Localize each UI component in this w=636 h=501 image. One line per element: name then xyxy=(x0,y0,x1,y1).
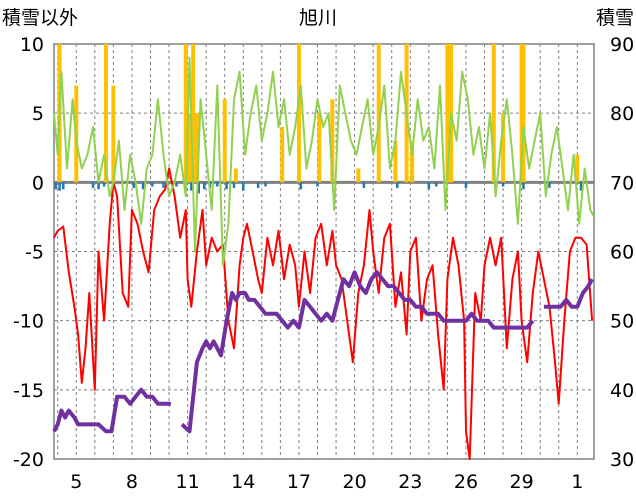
wind-bar xyxy=(162,182,165,188)
x-tick-label: 5 xyxy=(70,471,82,493)
snow_depth-line xyxy=(52,387,171,434)
precipitation-bar xyxy=(491,44,496,183)
wind-bar xyxy=(102,182,106,187)
left-tick-label: -20 xyxy=(13,449,44,471)
x-tick-layer: 5 8 11 14 17 20 23 26 29 1 xyxy=(70,471,583,493)
precipitation-bar xyxy=(330,99,335,183)
wind-bar xyxy=(141,182,145,190)
snow_depth-line xyxy=(180,270,535,434)
wind-bar xyxy=(264,182,267,187)
left-tick-label: 5 xyxy=(32,103,44,125)
left-tick-label: 10 xyxy=(20,34,44,56)
x-tick-label: 14 xyxy=(231,471,255,493)
x-tick-label: 20 xyxy=(343,471,367,493)
right-tick-label: 30 xyxy=(610,449,634,471)
right-tick-label: 60 xyxy=(610,242,634,264)
wind-bar xyxy=(151,182,154,187)
wind-bar xyxy=(203,182,206,190)
right-tick-layer: 90 80 70 60 50 40 30 xyxy=(610,34,634,471)
sunshine-line xyxy=(53,56,595,267)
x-tick-label: 1 xyxy=(571,471,583,493)
right-tick-label: 80 xyxy=(610,103,634,125)
wind-bar xyxy=(256,182,260,188)
wind-bar xyxy=(175,182,178,187)
wind-bar xyxy=(464,182,468,188)
precipitation-bar xyxy=(393,140,398,183)
wind-bar xyxy=(132,182,136,188)
precipitation-bar xyxy=(280,127,285,183)
wind-bar xyxy=(225,182,228,190)
precipitation-bar xyxy=(183,44,188,183)
precipitation-bar xyxy=(356,168,361,183)
wind-bar xyxy=(435,182,438,187)
wind-bar xyxy=(362,182,366,188)
right-tick-label: 90 xyxy=(610,34,634,56)
right-tick-label: 70 xyxy=(610,172,634,194)
left-tick-label: 0 xyxy=(32,172,44,194)
precipitation-bar xyxy=(191,44,196,183)
wind-bar xyxy=(501,182,505,187)
wind-bar xyxy=(579,182,583,191)
snow_depth-line xyxy=(543,278,594,309)
temperature-line xyxy=(53,167,594,460)
x-tick-label: 8 xyxy=(126,471,138,493)
chart-title: 旭川 xyxy=(299,7,337,29)
wind-bar xyxy=(316,182,319,187)
left-axis-label: 積雪以外 xyxy=(2,7,78,29)
precipitation-bar xyxy=(410,140,415,183)
precipitation-bar xyxy=(111,85,116,183)
x-tick-label: 11 xyxy=(176,471,200,493)
precipitation-bar xyxy=(222,99,227,183)
x-tick-label: 23 xyxy=(398,471,422,493)
left-tick-label: -15 xyxy=(13,380,44,402)
precipitation-bar xyxy=(501,113,506,183)
precipitation-bar xyxy=(575,154,580,183)
left-tick-layer: 10 5 0 -5 -10 -15 -20 xyxy=(13,34,44,471)
wind-bar xyxy=(242,182,245,191)
x-tick-label: 29 xyxy=(510,471,534,493)
wind-bar xyxy=(216,182,219,187)
precipitation-bar xyxy=(445,44,450,183)
wind-bar xyxy=(190,182,193,191)
wind-bar xyxy=(197,182,200,194)
x-tick-label: 17 xyxy=(287,471,311,493)
wind-bar xyxy=(427,182,431,190)
left-tick-label: -5 xyxy=(25,242,44,264)
wind-bar xyxy=(54,182,58,190)
precipitation-bar xyxy=(376,44,381,183)
right-tick-label: 50 xyxy=(610,311,634,333)
wind-bar xyxy=(97,182,100,190)
precipitation-bar xyxy=(317,113,322,183)
right-axis-label: 積雪 xyxy=(596,7,634,29)
wind-bar xyxy=(91,182,95,188)
line-layer xyxy=(52,56,595,460)
precipitation-bar xyxy=(233,168,238,183)
wind-bar xyxy=(232,182,236,188)
precipitation-bar xyxy=(296,44,301,183)
x-tick-label: 26 xyxy=(454,471,478,493)
wind-bar xyxy=(396,182,399,188)
left-tick-label: -10 xyxy=(13,311,44,333)
precipitation-bar xyxy=(194,113,199,183)
wind-bar xyxy=(62,182,65,190)
wind-bar xyxy=(522,182,525,190)
precipitation-bar xyxy=(187,113,192,183)
right-tick-label: 40 xyxy=(610,380,634,402)
precipitation-bar xyxy=(103,44,108,183)
precipitation-bar xyxy=(521,44,526,183)
wind-bar xyxy=(58,182,61,191)
wind-bar xyxy=(299,182,303,190)
wind-bar xyxy=(548,182,551,188)
